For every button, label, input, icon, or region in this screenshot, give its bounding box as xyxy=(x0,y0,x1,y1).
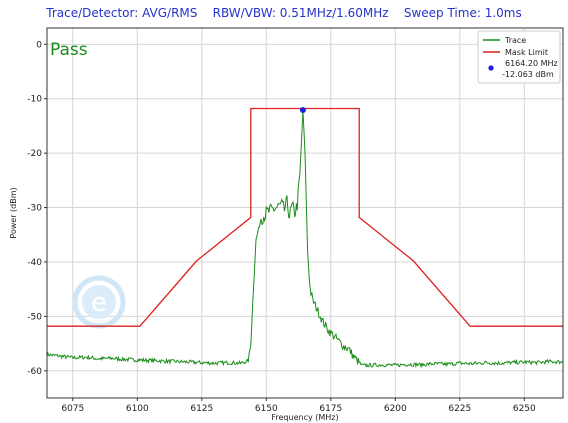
x-tick-label: 6200 xyxy=(384,404,407,414)
peak-marker-point xyxy=(299,106,306,113)
y-tick-label: -20 xyxy=(27,149,42,159)
y-tick-label: -40 xyxy=(27,258,42,268)
y-tick-label: 0 xyxy=(36,40,42,50)
watermark-logo-icon: e xyxy=(72,275,126,329)
y-tick-label: -10 xyxy=(27,95,42,105)
y-tick-label: -50 xyxy=(27,312,42,322)
x-tick-label: 6175 xyxy=(319,404,342,414)
legend-marker-power: -12.063 dBm xyxy=(502,70,554,79)
x-tick-label: 6150 xyxy=(255,404,278,414)
chart-title: Trace/Detector: AVG/RMS RBW/VBW: 0.51MHz… xyxy=(0,6,568,20)
y-axis-ticks: 0 -10 -20 -30 -40 -50 -60 xyxy=(27,40,47,377)
x-tick-label: 6075 xyxy=(61,404,84,414)
x-tick-label: 6250 xyxy=(513,404,536,414)
legend-marker-swatch xyxy=(488,65,494,71)
grid-lines xyxy=(47,28,563,398)
svg-text:e: e xyxy=(91,288,107,318)
y-axis-label: Power (dBm) xyxy=(9,187,18,238)
plot-frame xyxy=(46,27,564,399)
legend: Trace Mask Limit 6164.20 MHz -12.063 dBm xyxy=(477,30,561,84)
pass-status-text: Pass xyxy=(50,40,88,60)
rbw-vbw-text: RBW/VBW: 0.51MHz/1.60MHz xyxy=(212,6,389,20)
x-axis-ticks: 6075 6100 6125 6150 6175 6200 6225 6250 xyxy=(61,398,536,414)
trace-detector-text: Trace/Detector: AVG/RMS xyxy=(46,6,198,20)
mask-limit-series-line xyxy=(47,107,563,327)
trace-series-line xyxy=(46,109,564,369)
legend-mask-label: Mask Limit xyxy=(505,48,548,57)
x-tick-label: 6100 xyxy=(126,404,149,414)
y-tick-label: -30 xyxy=(27,204,42,214)
x-axis-label: Frequency (MHz) xyxy=(271,413,338,422)
x-tick-label: 6225 xyxy=(448,404,471,414)
legend-marker-freq: 6164.20 MHz xyxy=(505,59,558,68)
legend-box xyxy=(477,30,561,84)
x-tick-label: 6125 xyxy=(190,404,213,414)
legend-trace-label: Trace xyxy=(504,36,526,45)
y-tick-label: -60 xyxy=(27,367,42,377)
series-layer xyxy=(46,106,564,369)
sweep-time-text: Sweep Time: 1.0ms xyxy=(403,6,522,20)
